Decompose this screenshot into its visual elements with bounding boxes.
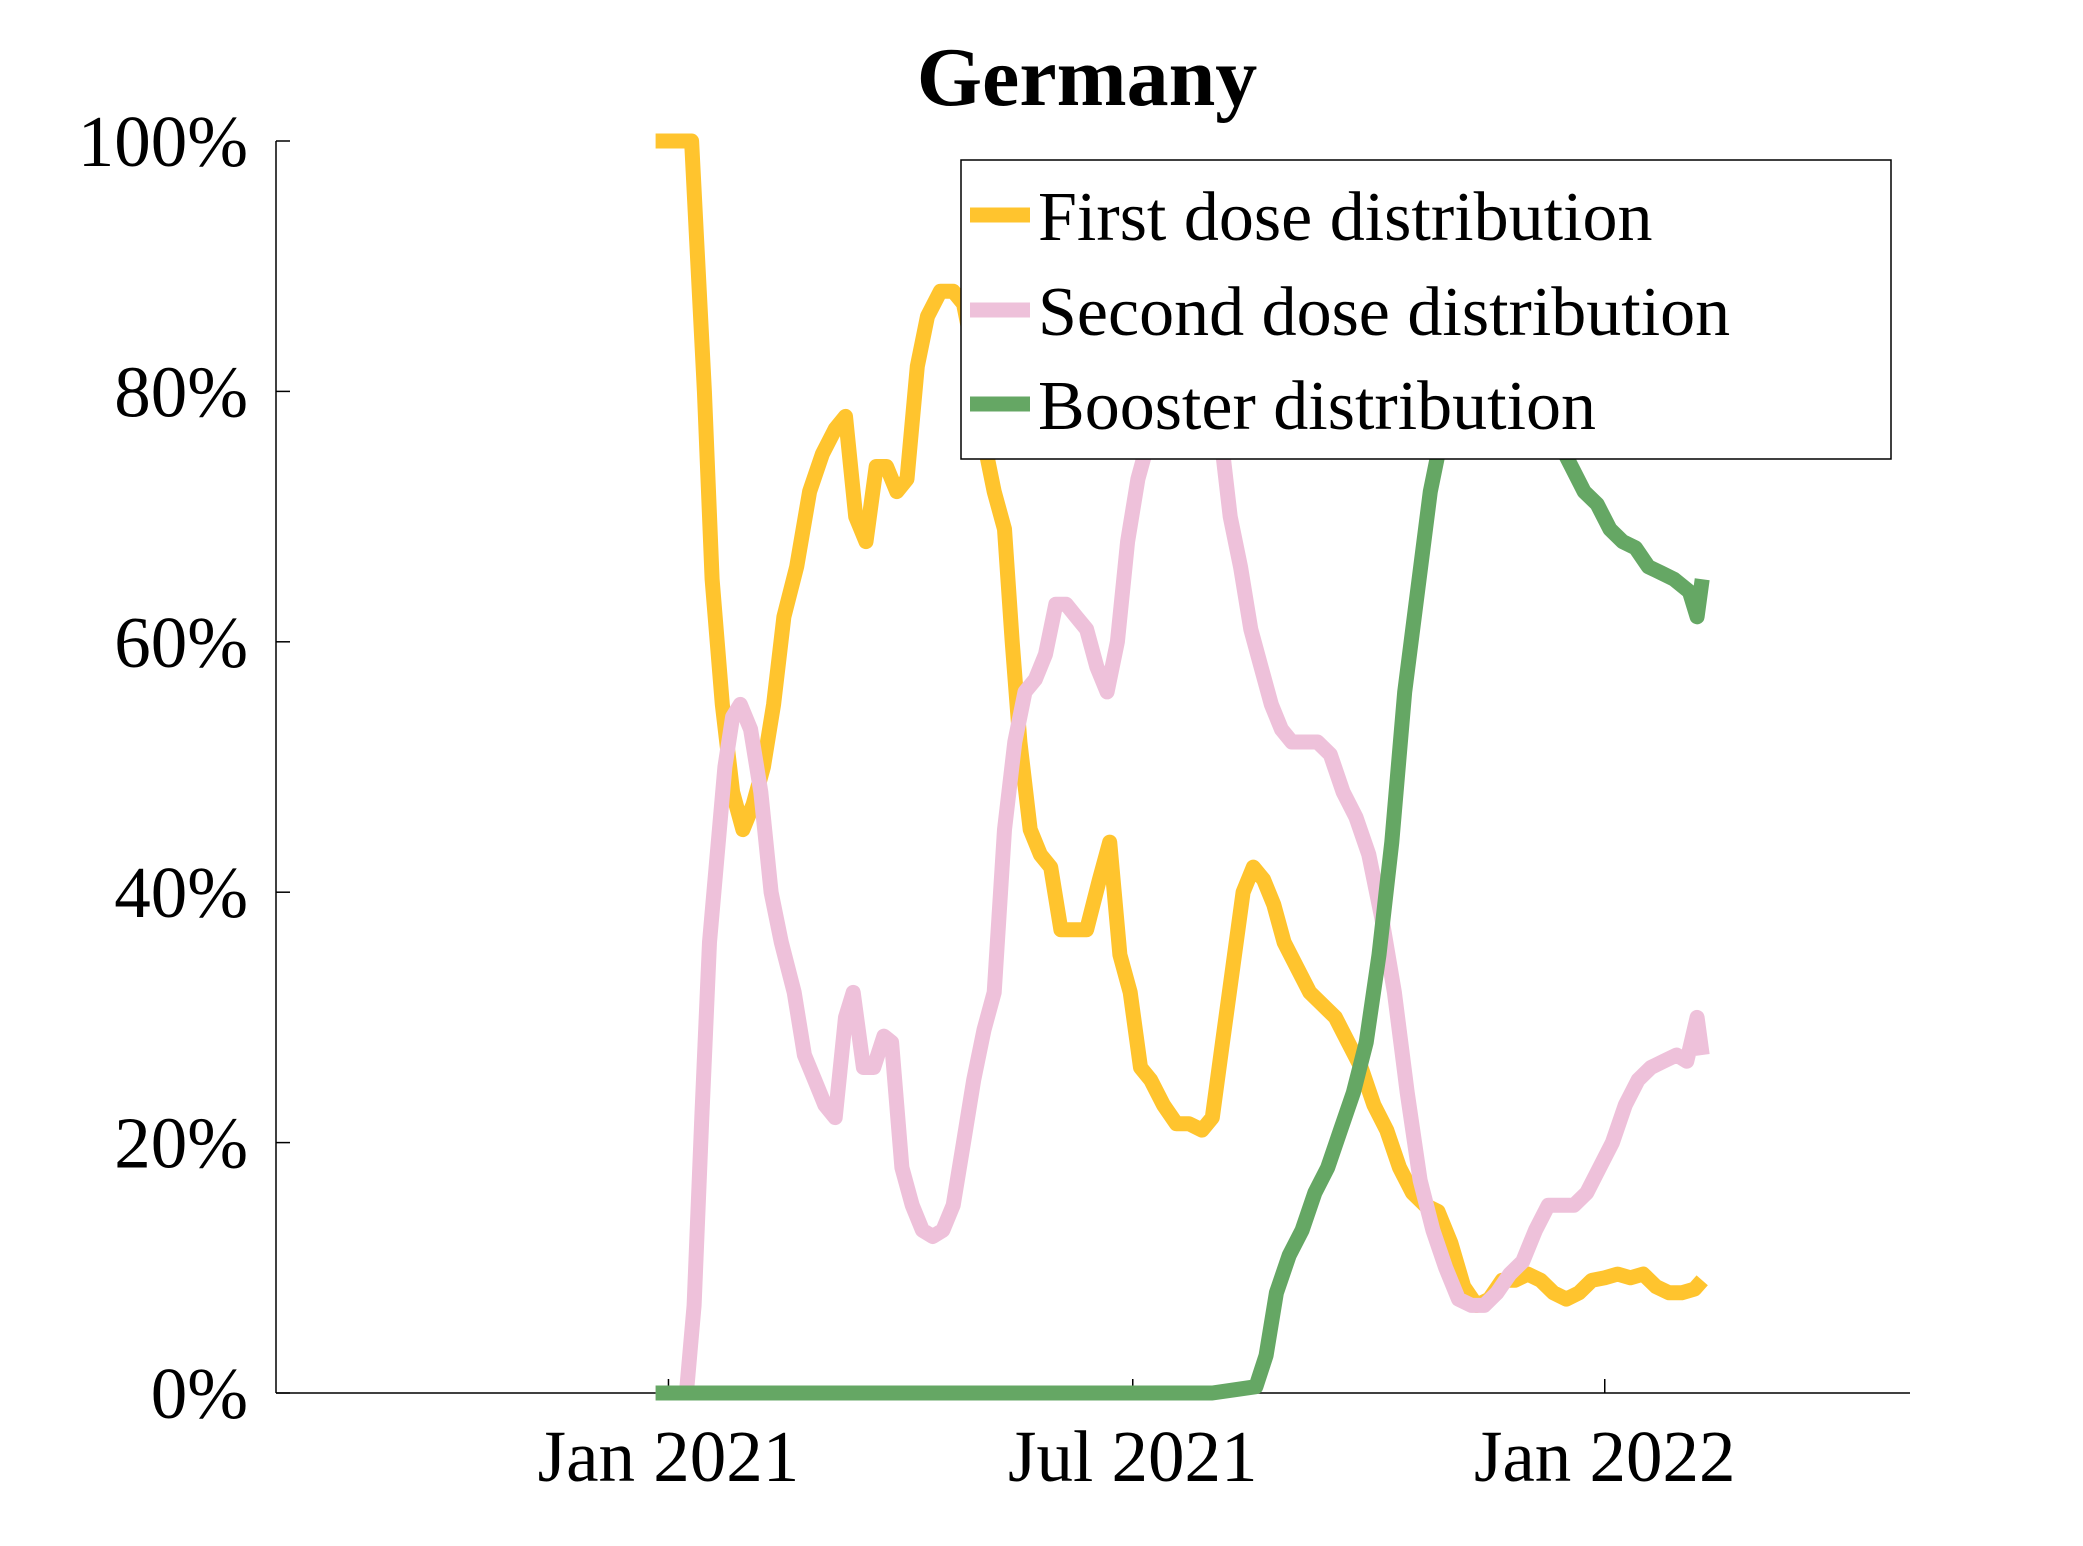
y-tick-label: 60% [114,602,248,683]
y-tick-label: 20% [114,1103,248,1184]
legend-box [960,159,1892,460]
x-tick-label: Jan 2021 [538,1416,800,1497]
series-line-second-dose [655,371,1710,1401]
y-tick-label: 80% [114,351,248,432]
legend: First dose distribution Second dose dist… [960,159,1892,460]
x-ticks: Jan 2021 Jul 2021 Jan 2022 [538,1379,1736,1497]
y-ticks: 0% 20% 40% 60% 80% 100% [78,101,290,1434]
x-tick-label: Jul 2021 [1008,1416,1257,1497]
legend-label-booster: Booster distribution [1038,368,1596,445]
chart-title: Germany [917,31,1258,124]
y-tick-label: 100% [78,101,248,182]
plot-area: 0%20%40%60%80%100% Jan 2021 Jul 2021 Jan 2… [78,101,1910,1497]
legend-label-second-dose: Second dose distribution [1038,274,1730,351]
legend-label-first-dose: First dose distribution [1038,179,1652,256]
y-tick-label: 40% [114,852,248,933]
x-tick-label: Jan 2022 [1474,1416,1736,1497]
y-tick-label: 0% [151,1353,248,1434]
